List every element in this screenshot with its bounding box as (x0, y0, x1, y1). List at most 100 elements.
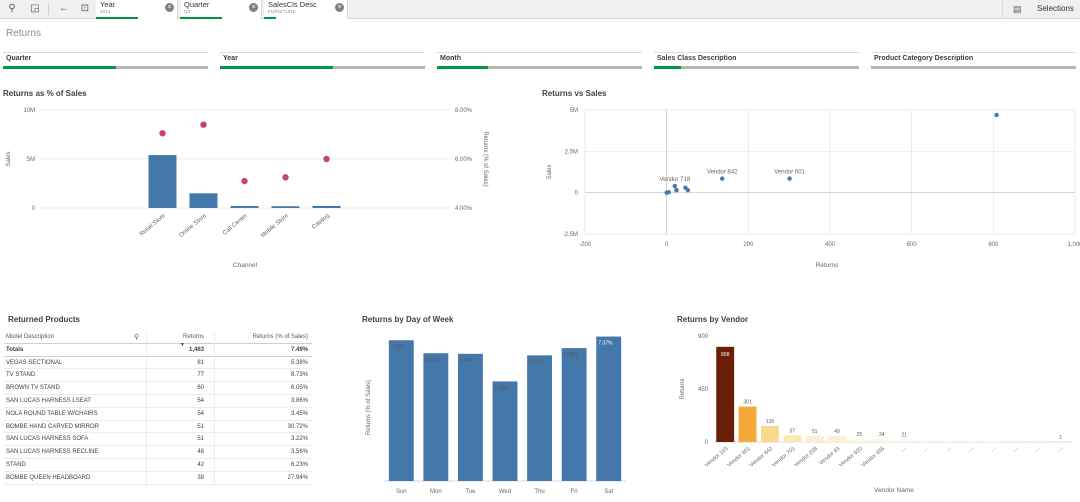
bar-vendor (872, 439, 891, 442)
panel-title-returns-vs-sales: Returns vs Sales (542, 89, 607, 98)
x-tick-label: — (1012, 446, 1020, 454)
bar-day (423, 353, 449, 481)
table-row[interactable]: SAN LUCAS HARNESS LSEAT 54 3.86% (4, 395, 312, 408)
returns-vs-sales-chart[interactable]: -200 0 200 400 600 800 1,000 5M 2.5M 0 -2.5M Vendor… (535, 100, 1080, 280)
chip-close-icon[interactable]: × (249, 3, 258, 12)
selection-chip-salescls[interactable]: SalesCls Desc FURNITURE × (264, 0, 348, 19)
point-returns-pct (159, 130, 166, 137)
table-row[interactable]: STAND 42 6.23% (4, 459, 312, 472)
point-returns-pct (282, 174, 289, 181)
filter-label: Sales Class Description (657, 55, 737, 62)
bar-value-label: 21 (901, 433, 907, 439)
selection-chip-quarter[interactable]: Quarter Q3 × (180, 0, 262, 19)
y-tick-label: 0 (32, 206, 36, 212)
filter-quarter[interactable]: Quarter (3, 52, 208, 69)
cell-pct: 6.23% (290, 461, 308, 468)
y2-tick-label: 8.00% (455, 108, 473, 114)
top-toolbar: ⚲ ◲ ← ⊡ Year 2014 × Quarter Q3 × SalesCl… (0, 0, 1080, 19)
table-row[interactable]: SAN LUCAS HARNESS SOFA 51 3.22% (4, 433, 312, 447)
column-divider (214, 331, 215, 485)
x-tick-label: Online Store (178, 213, 208, 239)
bar-vendor (828, 436, 847, 442)
scatter-point (685, 187, 691, 193)
step-back-icon[interactable]: ← (59, 3, 69, 14)
selections-tool-icon[interactable]: ◲ (30, 3, 40, 14)
bar-sales (148, 155, 177, 208)
scatter-point (994, 112, 999, 118)
returns-by-vendor-chart[interactable]: 900 450 0 Returns 808 Vendor 103 301 Vendor 601… (672, 326, 1080, 502)
filter-month[interactable]: Month (437, 52, 642, 69)
bar-value-label: 24 (879, 432, 885, 438)
bar-vendor (962, 441, 981, 442)
table-row[interactable]: TV STAND 77 8.73% (4, 369, 312, 383)
x-tick-label: Catalog (311, 213, 331, 231)
table-body: VEGAS SECTIONAL 81 5.38% TV STAND 77 8.73% BRO… (4, 357, 312, 485)
panel-title-returns-by-vendor: Returns by Vendor (677, 315, 749, 324)
cell-returns: 51 (197, 423, 204, 430)
x-tick-label: 400 (825, 242, 836, 248)
cell-pct: 30.72% (287, 423, 308, 430)
chip-progress-bar (180, 17, 222, 19)
cell-model: BOMBE HAND CARVED MIRROR (6, 423, 99, 430)
filter-fill (437, 66, 489, 69)
table-row[interactable]: BROWN TV STAND 60 6.05% (4, 382, 312, 395)
table-row[interactable]: BOMBE QUEEN HEADBOARD 38 27.94% (4, 472, 312, 485)
point-returns-pct (200, 121, 207, 128)
search-icon[interactable]: ⚲ (134, 334, 140, 341)
cell-pct: 5.38% (290, 359, 308, 366)
cell-pct: 8.73% (290, 372, 308, 379)
bar-vendor (783, 435, 802, 442)
bar-vendor (895, 439, 914, 442)
x-tick-label: Sun (396, 489, 407, 495)
filter-fill (3, 66, 116, 69)
x-tick-label: Mon (430, 489, 442, 495)
filter-track (654, 66, 859, 69)
column-header-pct[interactable]: Returns (% of Sales) (252, 334, 308, 340)
sort-desc-icon: ▼ (180, 341, 185, 348)
chip-field-value: 2014 (100, 9, 111, 14)
cell-returns: 48 (197, 449, 204, 456)
y2-tick-label: 4.00% (455, 206, 473, 212)
filter-label: Month (440, 55, 461, 62)
y-tick-label: 5M (27, 157, 35, 163)
selections-icon: ▤ (1013, 4, 1022, 14)
x-tick-label: -200 (579, 242, 592, 248)
table-row[interactable]: BOMBE HAND CARVED MIRROR 51 30.72% (4, 421, 312, 434)
y-axis-label: Sales (6, 151, 12, 166)
bar-value-label: 7.18% (391, 344, 406, 350)
returns-pct-sales-chart[interactable]: 10M 5M 0 8.00% 6.00% 4.00% Sales Returns (% of … (0, 100, 520, 280)
selections-button[interactable]: ▤ Selections (1002, 0, 1080, 19)
cell-returns: 77 (197, 372, 204, 379)
filter-sales-class[interactable]: Sales Class Description (654, 52, 859, 69)
column-divider (146, 331, 147, 485)
selection-chip-year[interactable]: Year 2014 × (96, 0, 178, 19)
y-axis-label: Returns (680, 378, 686, 399)
clear-all-icon[interactable]: ⊡ (80, 3, 90, 14)
filter-year[interactable]: Year (220, 52, 425, 69)
x-tick-label: 800 (988, 242, 999, 248)
bar-value-label: 5.08% (495, 385, 510, 391)
table-row[interactable]: SAN LUCAS HARNESS RECLINE 48 3.56% (4, 446, 312, 459)
filter-product-category[interactable]: Product Category Description (871, 52, 1076, 69)
smart-search-icon[interactable]: ⚲ (8, 3, 16, 14)
y-tick-label: 10M (23, 108, 35, 114)
y-tick-label: 450 (698, 387, 709, 393)
totals-returns: 1,463 (188, 346, 204, 353)
bar-value-label: 6.49% (460, 358, 475, 364)
chip-close-icon[interactable]: × (335, 3, 344, 12)
scatter-point (787, 176, 792, 181)
chip-field-value: FURNITURE (268, 9, 296, 14)
scatter-point (720, 176, 725, 181)
table-row[interactable]: NOLA ROUND TABLE W/CHAIRS 54 3.45% (4, 408, 312, 421)
table-row[interactable]: VEGAS SECTIONAL 81 5.38% (4, 357, 312, 370)
x-tick-label: Vendor 601 (726, 446, 751, 469)
returns-by-day-chart[interactable]: Returns (% of Sales) 7.18% Sun 6.52% Mon 6.49… (358, 326, 630, 502)
column-header-returns[interactable]: Returns (182, 334, 204, 340)
y-tick-label: 900 (698, 334, 709, 340)
x-tick-label: Mobile Store (260, 213, 290, 240)
filter-fill (220, 66, 333, 69)
y2-tick-label: 6.00% (455, 157, 473, 163)
cell-model: SAN LUCAS HARNESS LSEAT (6, 397, 91, 404)
chip-close-icon[interactable]: × (165, 3, 174, 12)
column-header-model[interactable]: Model Description (6, 334, 55, 340)
